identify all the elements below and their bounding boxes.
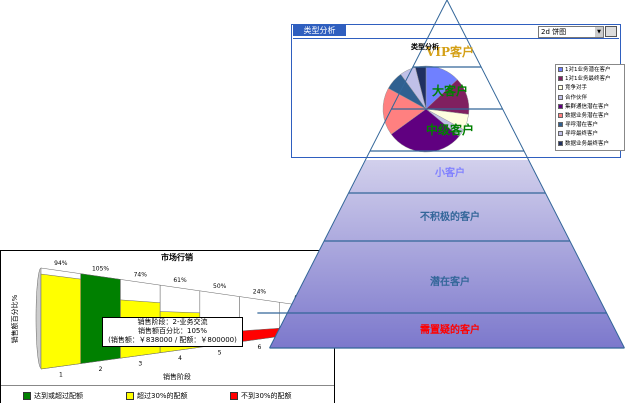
pie-chart-area: 类型分析 1对1业务潜在客户 1对1业务最终客户 竞争对手合作伙伴集群通信潜在客户数… — [293, 38, 625, 156]
legend-label: 集群通信潜在客户 — [565, 103, 610, 110]
legend-label: 数据业务潜在客户 — [565, 113, 610, 120]
value-label: 50% — [213, 283, 227, 290]
legend-item: 集群通信潜在客户 — [558, 103, 622, 112]
legend-swatch — [558, 67, 563, 72]
legend-label: 1对1业务潜在客户 — [565, 67, 611, 73]
legend-swatch — [558, 131, 563, 137]
legend-label: 超过30%的配额 — [137, 392, 188, 400]
funnel-fill[interactable] — [40, 273, 81, 370]
pyramid-level-label: 潜在客户 — [430, 275, 470, 288]
category-label: 7 — [297, 339, 301, 346]
legend-swatch — [126, 392, 134, 400]
legend-label: 合作伙伴 — [565, 94, 588, 101]
y-axis-label: 销售额百分比% — [10, 294, 19, 343]
value-label: 61% — [173, 277, 187, 284]
legend-label: 达到或超过配额 — [34, 392, 83, 400]
legend-swatch — [558, 122, 563, 128]
legend-swatch — [558, 140, 563, 146]
legend-item: 达到或超过配额 — [23, 391, 83, 401]
legend-item: 数据业务潜在客户 — [558, 112, 622, 121]
type-analysis-panel: 类型分析 2d 饼图 ▼ 类型分析 1对1业务潜在客户 1对1业务最终客户 竞争对手合… — [291, 24, 625, 158]
legend-item: 不到30%的配额 — [230, 391, 292, 401]
marketing-funnel-panel: 市场行销销售阶段 销售额百分比% 94% 1 105% 2 74% 3 61% 4 50% 5 24% 6… — [0, 250, 335, 403]
value-label: 24% — [253, 289, 267, 296]
legend-swatch — [558, 94, 563, 100]
legend-swatch — [558, 85, 563, 91]
legend-item: 寻呼潜在客户 — [558, 121, 622, 130]
category-label: 2 — [99, 366, 103, 373]
legend-label: 不到30%的配额 — [241, 392, 292, 400]
funnel-tooltip: 销售阶段：2-业务交流 销售额百分比：105% (销售额：￥838000 / 配… — [102, 317, 243, 347]
x-axis-label: 销售阶段 — [163, 372, 191, 381]
legend-swatch — [558, 113, 563, 119]
pyramid-level-label: 不积极的客户 — [420, 210, 480, 223]
legend-label: 数据业务最终客户 — [565, 140, 610, 147]
legend-swatch — [558, 76, 563, 82]
legend-item: 数据业务最终客户 — [558, 140, 622, 149]
legend-swatch — [23, 392, 31, 400]
value-label: 94% — [54, 260, 68, 267]
tooltip-line: 销售阶段：2-业务交流 — [137, 318, 208, 326]
category-label: 1 — [59, 371, 63, 378]
legend-swatch — [230, 392, 238, 400]
legend-item: 寻呼最终客户 — [558, 130, 622, 139]
legend-item: 1对1业务潜在客户 — [558, 66, 622, 75]
legend-item: 1对1业务最终客户 — [558, 75, 622, 84]
legend-item: 合作伙伴 — [558, 94, 622, 103]
chart-type-select[interactable]: 2d 饼图 ▼ — [538, 26, 604, 38]
maximize-icon[interactable] — [605, 26, 617, 37]
category-label: 4 — [178, 355, 182, 362]
category-label: 6 — [258, 344, 262, 351]
funnel-end — [318, 307, 323, 332]
pie-title: 类型分析 — [411, 43, 439, 51]
tooltip-line: (销售额：￥838000 / 配额：￥800000) — [108, 336, 237, 344]
chevron-down-icon[interactable]: ▼ — [595, 27, 603, 37]
legend-label: 寻呼潜在客户 — [565, 122, 599, 129]
value-label: 0% — [294, 294, 304, 301]
legend-label: 1对1业务最终客户 — [565, 76, 611, 83]
legend-item: 超过30%的配额 — [126, 391, 188, 401]
value-label: 74% — [134, 271, 148, 278]
tab-type-analysis[interactable]: 类型分析 — [293, 25, 346, 36]
category-label: 5 — [218, 350, 222, 357]
chart-type-value: 2d 饼图 — [541, 28, 567, 36]
legend-label: 寻呼最终客户 — [565, 131, 599, 138]
funnel-section — [279, 301, 320, 337]
category-label: 3 — [138, 360, 142, 367]
pyramid-level-label: 小客户 — [434, 166, 465, 179]
funnel-title: 市场行销 — [161, 252, 193, 262]
legend-item: 竞争对手 — [558, 84, 622, 93]
pie-legend: 1对1业务潜在客户 1对1业务最终客户 竞争对手合作伙伴集群通信潜在客户 数据业务潜在… — [555, 64, 625, 151]
legend-swatch — [558, 103, 563, 109]
legend-label: 竞争对手 — [565, 85, 588, 92]
value-label: 105% — [92, 266, 109, 273]
funnel-legend: 达到或超过配额 超过30%的配额 不到30%的配额 — [1, 385, 334, 404]
tooltip-line: 销售额百分比：105% — [137, 327, 207, 335]
pyramid-level-label: 需置疑的客户 — [420, 323, 480, 336]
